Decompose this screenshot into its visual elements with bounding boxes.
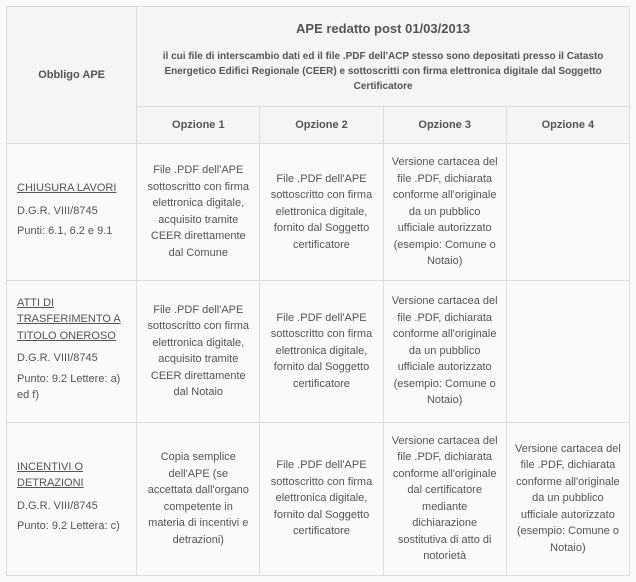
row-sub1: D.G.R. VIII/8745 bbox=[17, 203, 126, 220]
row-head: ATTI DI TRASFERIMENTO A TITOLO ONEROSO D… bbox=[7, 280, 137, 422]
row-title-link[interactable]: ATTI DI TRASFERIMENTO A TITOLO ONEROSO bbox=[17, 295, 126, 345]
table-row: INCENTIVI O DETRAZIONI D.G.R. VIII/8745 … bbox=[7, 422, 630, 575]
header-subtitle: il cui file di interscambio dati ed il f… bbox=[137, 45, 630, 107]
cell bbox=[506, 144, 629, 281]
row-sub1: D.G.R. VIII/8745 bbox=[17, 350, 126, 367]
cell: File .PDF dell'APE sottoscritto con firm… bbox=[260, 422, 383, 575]
col-option-4: Opzione 4 bbox=[506, 106, 629, 144]
cell: Versione cartacea del file .PDF, dichiar… bbox=[506, 422, 629, 575]
cell bbox=[506, 280, 629, 422]
row-head: CHIUSURA LAVORI D.G.R. VIII/8745 Punti: … bbox=[7, 144, 137, 281]
row-head: INCENTIVI O DETRAZIONI D.G.R. VIII/8745 … bbox=[7, 422, 137, 575]
table-row: ATTI DI TRASFERIMENTO A TITOLO ONEROSO D… bbox=[7, 280, 630, 422]
ape-table: Obbligo APE APE redatto post 01/03/2013 … bbox=[6, 6, 630, 576]
cell: File .PDF dell'APE sottoscritto con firm… bbox=[137, 144, 260, 281]
row-sub1: D.G.R. VIII/8745 bbox=[17, 498, 126, 515]
cell: File .PDF dell'APE sottoscritto con firm… bbox=[260, 144, 383, 281]
col-option-3: Opzione 3 bbox=[383, 106, 506, 144]
row-title-link[interactable]: INCENTIVI O DETRAZIONI bbox=[17, 459, 126, 492]
table-row: CHIUSURA LAVORI D.G.R. VIII/8745 Punti: … bbox=[7, 144, 630, 281]
cell: Versione cartacea del file .PDF, dichiar… bbox=[383, 144, 506, 281]
cell: Versione cartacea del file .PDF, dichiar… bbox=[383, 422, 506, 575]
row-sub2: Punto: 9.2 Lettera: c) bbox=[17, 518, 126, 535]
cell: Copia semplice dell'APE (se accettata da… bbox=[137, 422, 260, 575]
col-option-2: Opzione 2 bbox=[260, 106, 383, 144]
cell: Versione cartacea del file .PDF, dichiar… bbox=[383, 280, 506, 422]
header-title: APE redatto post 01/03/2013 bbox=[137, 7, 630, 45]
cell: File .PDF dell'APE sottoscritto con firm… bbox=[137, 280, 260, 422]
col-option-1: Opzione 1 bbox=[137, 106, 260, 144]
row-title-link[interactable]: CHIUSURA LAVORI bbox=[17, 180, 126, 197]
cell: File .PDF dell'APE sottoscritto con firm… bbox=[260, 280, 383, 422]
row-sub2: Punti: 6.1, 6.2 e 9.1 bbox=[17, 223, 126, 240]
header-obbligo: Obbligo APE bbox=[7, 7, 137, 144]
row-sub2: Punto: 9.2 Lettere: a) ed f) bbox=[17, 371, 126, 404]
